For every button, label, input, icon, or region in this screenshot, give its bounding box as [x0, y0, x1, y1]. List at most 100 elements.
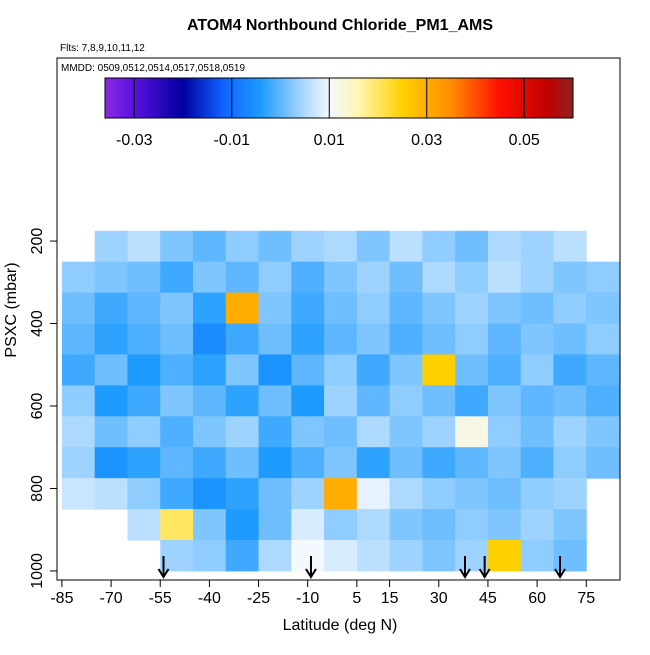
heat-cell	[422, 478, 456, 510]
heat-cell	[356, 323, 391, 355]
heat-cell	[586, 416, 620, 448]
heat-cell	[192, 478, 227, 510]
heat-cell	[291, 540, 325, 572]
heat-cell	[356, 230, 391, 263]
heat-cell	[553, 230, 587, 263]
heat-cell	[225, 385, 260, 417]
heat-cell	[553, 385, 587, 417]
heat-cell	[422, 261, 456, 294]
heat-cell	[356, 416, 391, 448]
heat-cell	[422, 416, 456, 448]
heat-cell	[553, 447, 587, 479]
heat-cell	[520, 230, 554, 263]
heat-cell	[586, 354, 620, 386]
heat-cell	[586, 261, 620, 294]
heat-cell	[258, 385, 292, 417]
heat-cell	[291, 292, 325, 325]
x-tick-label: -40	[198, 590, 221, 607]
heat-cell	[455, 323, 489, 355]
heat-cell	[324, 385, 358, 417]
heat-cell	[160, 292, 194, 325]
heat-cell	[487, 478, 522, 510]
heat-cell	[192, 261, 227, 294]
heat-cell	[61, 478, 96, 510]
heat-cell	[487, 540, 522, 572]
heat-cell	[586, 323, 620, 355]
heat-cell	[61, 323, 96, 355]
x-tick-label: 60	[528, 590, 546, 607]
heat-cell	[422, 509, 456, 541]
x-tick-label: 5	[352, 590, 361, 607]
heat-cell	[61, 416, 96, 448]
heat-cell	[61, 447, 96, 479]
heat-cell	[94, 447, 128, 479]
heat-cell	[422, 230, 456, 263]
heat-cell	[487, 447, 522, 479]
heat-cell	[94, 478, 128, 510]
heat-cell	[324, 478, 358, 510]
heat-cell	[520, 416, 554, 448]
heat-cell	[160, 354, 194, 386]
heat-cell	[389, 292, 423, 325]
heat-cell	[160, 230, 194, 263]
heat-cell	[520, 509, 554, 541]
heat-cell	[258, 447, 292, 479]
arrow	[478, 556, 491, 579]
heat-cell	[389, 385, 423, 417]
heat-cell	[160, 447, 194, 479]
heat-cell	[225, 447, 260, 479]
heat-cell	[389, 478, 423, 510]
y-tick-label: 800	[29, 475, 46, 502]
heat-cell	[127, 323, 161, 355]
heat-cell	[422, 323, 456, 355]
heat-cell	[225, 509, 260, 541]
x-tick-label: 15	[381, 590, 399, 607]
heat-cell	[520, 323, 554, 355]
heat-cell	[324, 447, 358, 479]
x-axis-label: Latitude (deg N)	[283, 617, 398, 634]
heat-cell	[324, 292, 358, 325]
heat-cell	[553, 354, 587, 386]
heat-cell	[487, 416, 522, 448]
heat-cell	[324, 261, 358, 294]
heat-cell	[455, 385, 489, 417]
heat-cell	[61, 385, 96, 417]
heat-cell	[553, 261, 587, 294]
heat-cell	[356, 261, 391, 294]
x-tick-label: -25	[247, 590, 270, 607]
heat-cell	[487, 230, 522, 263]
y-axis-label: PSXC (mbar)	[3, 262, 20, 357]
plot-frame	[56, 57, 621, 581]
heat-cell	[422, 292, 456, 325]
heat-cell	[553, 323, 587, 355]
heat-cell	[258, 478, 292, 510]
heat-cell	[487, 323, 522, 355]
heat-cell	[422, 540, 456, 572]
heat-cell	[258, 323, 292, 355]
heat-cell	[61, 261, 96, 294]
x-tick-label: 45	[479, 590, 497, 607]
colorbar	[104, 77, 574, 119]
heat-cell	[225, 323, 260, 355]
heat-cell	[291, 354, 325, 386]
heat-cell	[455, 261, 489, 294]
heat-cell	[94, 323, 128, 355]
heat-cell	[324, 354, 358, 386]
heat-cell	[127, 292, 161, 325]
heat-cell	[520, 447, 554, 479]
heat-cell	[291, 230, 325, 263]
heat-cell	[553, 478, 587, 510]
heat-cell	[258, 509, 292, 541]
heat-cell	[487, 509, 522, 541]
heat-cell	[487, 292, 522, 325]
heat-cell	[520, 292, 554, 325]
heat-cell	[389, 230, 423, 263]
heat-cell	[258, 416, 292, 448]
arrow	[459, 556, 471, 579]
heat-cell	[520, 478, 554, 510]
heat-cell	[455, 354, 489, 386]
heat-cell	[160, 261, 194, 294]
heat-cell	[160, 540, 194, 572]
chart-title: ATOM4 Northbound Chloride_PM1_AMS	[187, 17, 493, 34]
heat-cell	[160, 385, 194, 417]
